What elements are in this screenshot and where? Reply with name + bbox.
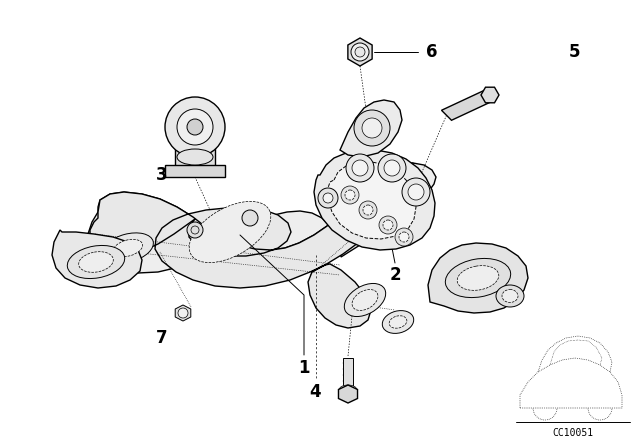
- Ellipse shape: [352, 289, 378, 310]
- Ellipse shape: [382, 310, 413, 333]
- Circle shape: [383, 220, 393, 230]
- Circle shape: [177, 109, 213, 145]
- Polygon shape: [328, 162, 416, 239]
- Ellipse shape: [502, 289, 518, 302]
- Polygon shape: [175, 145, 215, 170]
- Ellipse shape: [457, 266, 499, 290]
- Polygon shape: [348, 38, 372, 66]
- Ellipse shape: [113, 239, 143, 257]
- Circle shape: [178, 308, 188, 318]
- Circle shape: [323, 193, 333, 203]
- Circle shape: [363, 205, 373, 215]
- Circle shape: [395, 228, 413, 246]
- Ellipse shape: [496, 285, 524, 307]
- Circle shape: [359, 201, 377, 219]
- Text: 3: 3: [156, 166, 168, 184]
- Polygon shape: [90, 163, 413, 328]
- Text: CC10051: CC10051: [552, 428, 593, 438]
- Text: 5: 5: [569, 43, 580, 61]
- Polygon shape: [314, 150, 435, 250]
- Ellipse shape: [389, 316, 407, 328]
- Text: 4: 4: [309, 383, 321, 401]
- Circle shape: [588, 396, 612, 420]
- Text: 6: 6: [426, 43, 438, 61]
- Circle shape: [399, 232, 409, 242]
- Ellipse shape: [102, 233, 154, 263]
- Circle shape: [384, 160, 400, 176]
- Text: 2: 2: [389, 266, 401, 284]
- Circle shape: [379, 216, 397, 234]
- Text: 1: 1: [298, 359, 310, 377]
- Ellipse shape: [79, 252, 113, 272]
- Polygon shape: [52, 230, 142, 288]
- Ellipse shape: [67, 246, 125, 279]
- Polygon shape: [88, 163, 436, 273]
- Polygon shape: [339, 385, 358, 403]
- Ellipse shape: [445, 258, 511, 297]
- Ellipse shape: [344, 284, 386, 317]
- Circle shape: [191, 226, 199, 234]
- Circle shape: [378, 154, 406, 182]
- Circle shape: [362, 118, 382, 138]
- Circle shape: [533, 396, 557, 420]
- Polygon shape: [520, 358, 622, 408]
- Circle shape: [354, 110, 390, 146]
- Ellipse shape: [189, 201, 271, 263]
- Polygon shape: [343, 358, 353, 391]
- Circle shape: [346, 154, 374, 182]
- Circle shape: [187, 222, 203, 238]
- Circle shape: [318, 188, 338, 208]
- Polygon shape: [442, 90, 495, 120]
- Polygon shape: [165, 165, 225, 177]
- Circle shape: [355, 47, 365, 57]
- Polygon shape: [428, 243, 528, 313]
- Ellipse shape: [177, 149, 213, 165]
- Ellipse shape: [339, 385, 357, 395]
- Circle shape: [352, 160, 368, 176]
- Circle shape: [402, 178, 430, 206]
- Circle shape: [345, 190, 355, 200]
- Polygon shape: [481, 87, 499, 103]
- Text: 7: 7: [156, 329, 168, 347]
- Circle shape: [187, 119, 203, 135]
- Circle shape: [165, 97, 225, 157]
- Polygon shape: [340, 100, 402, 157]
- Polygon shape: [175, 305, 191, 321]
- Circle shape: [351, 43, 369, 61]
- Circle shape: [408, 184, 424, 200]
- Circle shape: [242, 210, 258, 226]
- Circle shape: [341, 186, 359, 204]
